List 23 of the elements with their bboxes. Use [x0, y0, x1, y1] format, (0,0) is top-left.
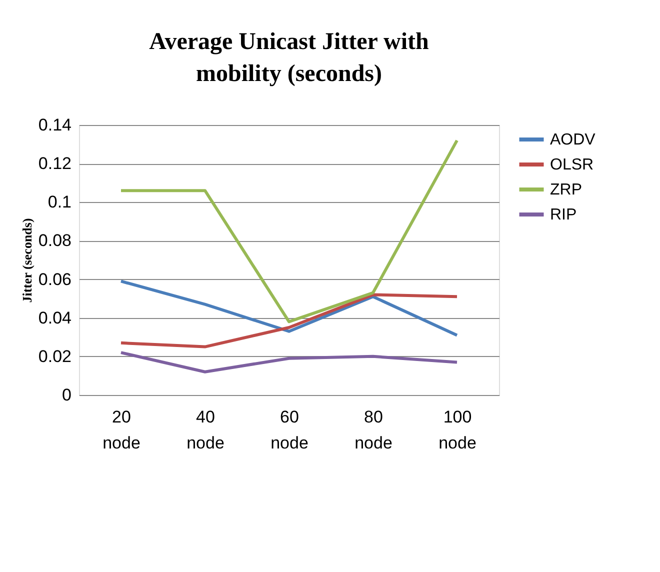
x-tick-label: 80 node	[354, 408, 392, 452]
legend-label: RIP	[550, 206, 577, 224]
x-tick-label: 40 node	[186, 408, 224, 452]
line-series	[120, 138, 458, 324]
legend-label: OLSR	[550, 156, 594, 174]
y-tick-label: 0.08	[38, 231, 72, 250]
legend-label: ZRP	[550, 182, 582, 198]
y-axis-title: Jitter (seconds)	[19, 218, 34, 303]
y-tick-label: 0.02	[38, 346, 72, 366]
y-tick-label: 0.14	[38, 116, 72, 134]
y-tick-label: 0.06	[38, 270, 72, 289]
y-tick-label: 0.04	[38, 308, 72, 328]
x-tick-label: 100 node	[438, 408, 476, 452]
line-series	[120, 351, 458, 374]
line-series	[120, 293, 458, 348]
y-tick-label: 0	[62, 386, 72, 404]
line-series	[120, 280, 458, 337]
y-tick-label: 0.12	[38, 154, 72, 174]
x-tick-label: 20 node	[102, 408, 140, 452]
y-tick-label: 0.1	[48, 192, 72, 212]
legend-label: AODV	[550, 132, 596, 148]
chart-title: Average Unicast Jitter with mobility (seconds)	[149, 29, 429, 87]
x-tick-label: 60 node	[270, 408, 308, 452]
